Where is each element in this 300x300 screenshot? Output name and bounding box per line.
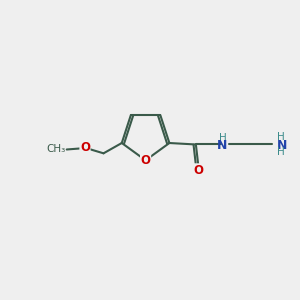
Text: H: H — [277, 147, 285, 158]
Text: CH₃: CH₃ — [46, 145, 65, 154]
Text: N: N — [217, 139, 228, 152]
Text: O: O — [193, 164, 203, 177]
Text: O: O — [80, 141, 90, 154]
Text: H: H — [218, 133, 226, 143]
Text: O: O — [141, 154, 151, 167]
Text: H: H — [277, 132, 285, 142]
Text: N: N — [277, 139, 287, 152]
